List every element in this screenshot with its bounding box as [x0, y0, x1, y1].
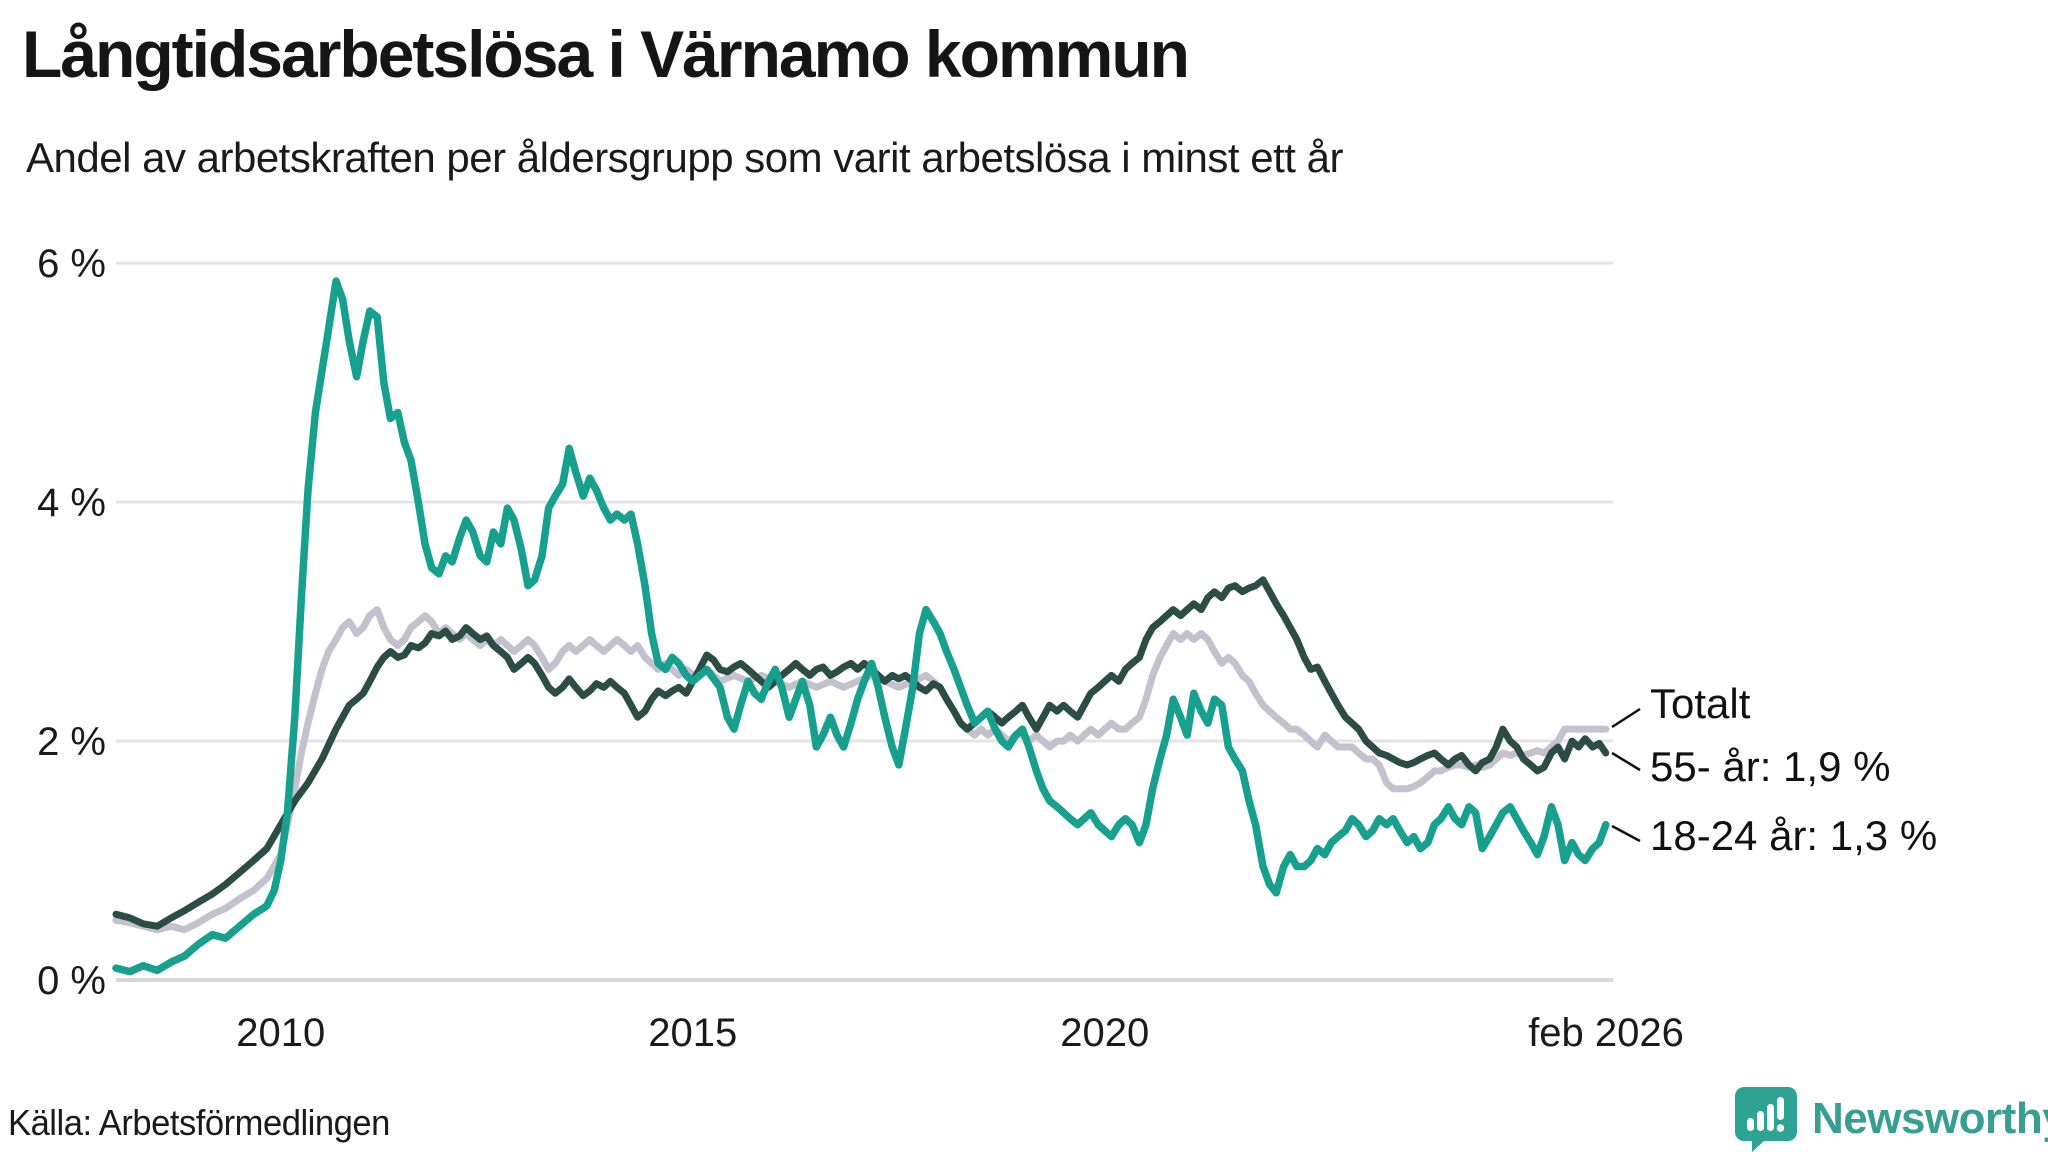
x-tick-label: 2015 — [648, 1011, 737, 1055]
chart-subtitle: Andel av arbetskraften per åldersgrupp s… — [26, 134, 1343, 181]
y-tick-label: 0 % — [37, 959, 106, 1003]
series-line-55-ar — [112, 576, 1610, 930]
series-line-18-24-ar — [112, 277, 1610, 976]
y-tick-label: 2 % — [37, 720, 106, 764]
annotations-layer: Totalt 55- år: 1,9 % 18-24 år: 1,3 % — [1611, 680, 1937, 859]
newsworthy-logo: Newsworthy — [1734, 1086, 2048, 1152]
x-axis-labels: 2010 2015 2020 feb 2026 — [236, 1011, 1684, 1055]
series-line-totalt — [112, 606, 1610, 934]
y-tick-label: 6 % — [37, 242, 106, 286]
x-tick-label: feb 2026 — [1528, 1011, 1684, 1055]
gridlines-layer — [116, 261, 1613, 982]
connector-line-18-24-ar — [1611, 824, 1641, 843]
y-tick-label: 4 % — [37, 481, 106, 525]
y-axis-labels: 6 % 4 % 2 % 0 % — [37, 242, 106, 1003]
x-tick-label: 2010 — [236, 1011, 325, 1055]
annotation-18-24-ar: 18-24 år: 1,3 % — [1650, 812, 1937, 859]
annotation-55-ar: 55- år: 1,9 % — [1650, 743, 1890, 790]
brand-name: Newsworthy — [1812, 1094, 2048, 1143]
page-title: Långtidsarbetslösa i Värnamo kommun — [22, 17, 1190, 91]
x-tick-label: 2020 — [1060, 1011, 1149, 1055]
connector-line-55-ar — [1611, 751, 1641, 772]
bar-chart-speech-bubble-icon — [1735, 1087, 1797, 1152]
connector-line-totalt — [1611, 707, 1641, 729]
series-layer — [112, 277, 1610, 976]
source-note: Källa: Arbetsförmedlingen — [8, 1102, 390, 1143]
annotation-totalt: Totalt — [1650, 680, 1751, 727]
